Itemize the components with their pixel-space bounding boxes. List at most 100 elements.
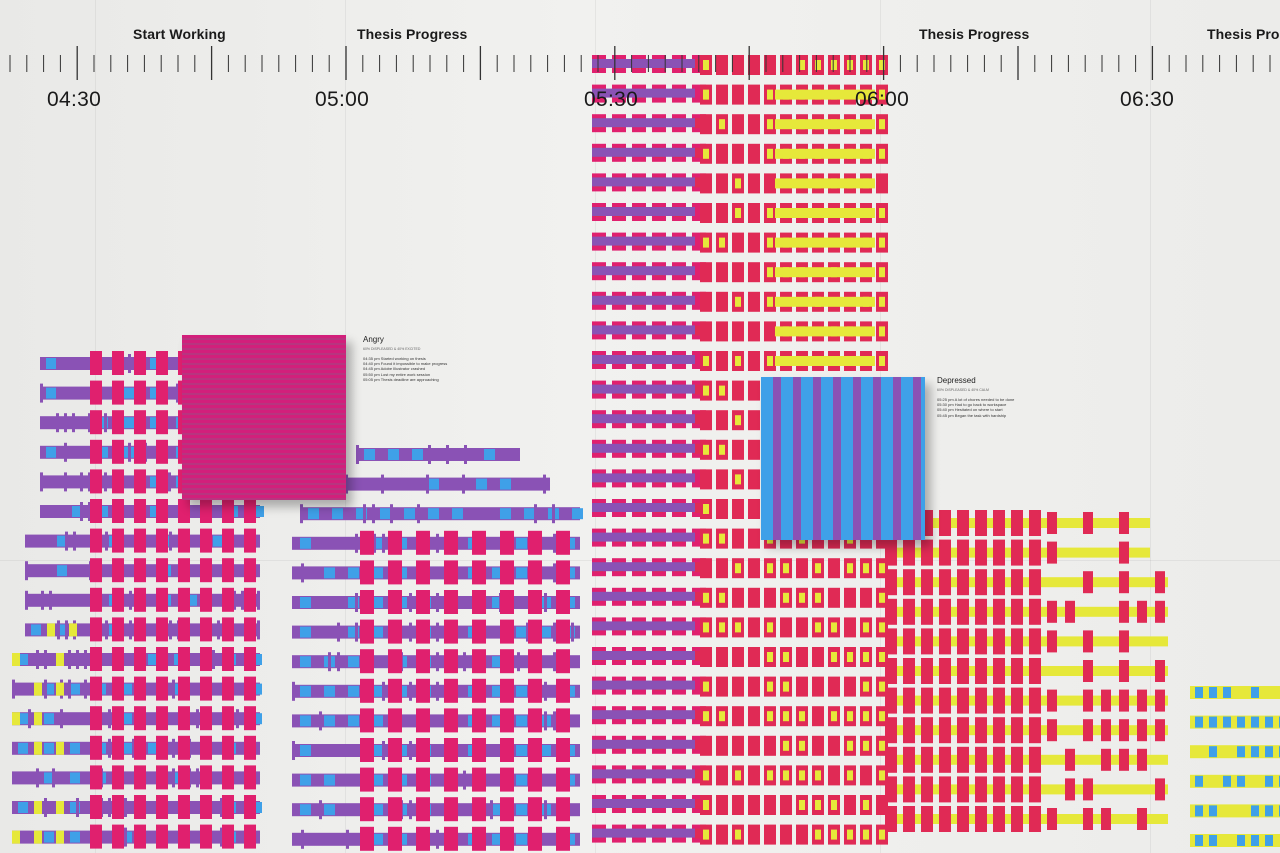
mood-column-magenta (472, 590, 486, 614)
mood-column-magenta (244, 795, 256, 819)
mood-block-red (716, 735, 728, 756)
mood-block-yellow (767, 563, 773, 574)
mood-block-red (700, 291, 712, 312)
mood-block-red (700, 173, 712, 194)
mood-strip-blue (98, 446, 108, 458)
mood-strip-blue (412, 449, 423, 460)
mood-block-red (957, 776, 969, 803)
mood-tick (220, 798, 223, 817)
mood-block-red (748, 824, 760, 845)
mood-block-red (921, 746, 933, 773)
mood-column-magenta (416, 530, 430, 555)
mood-tick (257, 590, 260, 610)
mood-block-red (885, 628, 897, 655)
mood-tick (52, 768, 55, 788)
mood-block-red (1119, 600, 1129, 623)
mood-block-yellow (767, 119, 773, 130)
mood-tick (301, 563, 304, 583)
mood-tick (25, 590, 28, 610)
mood-strip-blue (1195, 687, 1203, 698)
depressed-title: Depressed (937, 376, 976, 385)
mood-column-magenta (528, 649, 542, 674)
mood-column-magenta (156, 558, 168, 583)
mood-column-magenta (556, 590, 570, 614)
mood-strip-blue (1237, 835, 1245, 846)
mood-block-red (885, 598, 897, 625)
mood-strip-blue (1223, 716, 1231, 728)
mood-strip-blue (372, 745, 383, 756)
mood-strip-blue (300, 626, 311, 638)
mood-block-red (903, 658, 915, 684)
mood-block-red (732, 439, 744, 460)
mood-block-red (732, 321, 744, 342)
mood-column-magenta (360, 678, 374, 703)
mood-tick (292, 681, 295, 701)
mood-column-magenta (222, 647, 234, 671)
angry-subtitle: 60% DISPLEASED & 40% EXCITED (363, 347, 421, 352)
mood-block-red (1137, 719, 1147, 742)
mood-block-yellow (719, 592, 725, 603)
mood-tick (40, 383, 43, 403)
mood-column-magenta (360, 590, 374, 614)
mood-strip-blue (372, 597, 383, 608)
mood-column-magenta (178, 765, 190, 790)
mood-block-red (716, 499, 728, 519)
mood-block-red (780, 617, 792, 638)
mood-column-magenta (360, 738, 374, 762)
mood-block-red (975, 628, 987, 655)
mood-strip-yellow (56, 682, 64, 696)
mood-block-red (828, 676, 840, 697)
mood-tick (553, 711, 556, 731)
mood-block-red (1011, 598, 1023, 625)
mood-strip-blue (300, 597, 311, 608)
mood-column-magenta (360, 826, 374, 851)
mood-block-yellow (863, 829, 869, 840)
mood-block-red (748, 143, 760, 164)
mood-strip-blue (1195, 716, 1203, 728)
mood-strip-yellow (775, 89, 875, 100)
mood-strip-purple (592, 325, 695, 335)
mood-tick (124, 798, 127, 817)
mood-strip-blue (428, 478, 439, 490)
mood-block-red (1065, 748, 1075, 771)
mood-strip-yellow (12, 712, 20, 726)
angry-canvas-artwork (182, 335, 346, 500)
mood-strip-blue (516, 745, 527, 756)
mood-column-magenta (388, 767, 402, 792)
mood-column-magenta (156, 795, 168, 819)
mood-tick (128, 354, 131, 373)
mood-strip-yellow (885, 695, 1168, 706)
mood-block-red (748, 321, 760, 342)
mood-column-magenta (388, 678, 402, 703)
mood-block-red (975, 717, 987, 744)
mood-block-red (748, 114, 760, 135)
mood-column-magenta (388, 649, 402, 674)
mood-tick (409, 681, 412, 701)
mood-block-yellow (735, 296, 741, 307)
mood-strip-yellow (1190, 686, 1280, 699)
mood-tick (169, 531, 172, 551)
mood-tick (417, 504, 420, 524)
mood-block-red (1011, 687, 1023, 714)
mood-column-magenta (200, 499, 212, 523)
mood-column-magenta (222, 765, 234, 790)
mood-column-magenta (112, 676, 124, 701)
mood-block-red (885, 717, 897, 744)
mood-column-magenta (528, 530, 542, 555)
mood-block-yellow (863, 681, 869, 692)
mood-tick (68, 650, 71, 669)
mood-strip-blue (148, 654, 158, 665)
mood-block-yellow (767, 711, 773, 722)
mood-block-yellow (847, 563, 853, 574)
mood-block-red (957, 806, 969, 832)
mood-column-magenta (244, 676, 256, 701)
mood-column-magenta (112, 439, 124, 464)
mood-strip-blue (150, 476, 160, 488)
mood-block-red (993, 746, 1005, 773)
mood-strip-blue (1209, 716, 1217, 728)
mood-tick (409, 800, 412, 820)
mood-block-red (844, 617, 856, 638)
mood-block-red (764, 587, 776, 608)
mood-tick (534, 504, 537, 524)
